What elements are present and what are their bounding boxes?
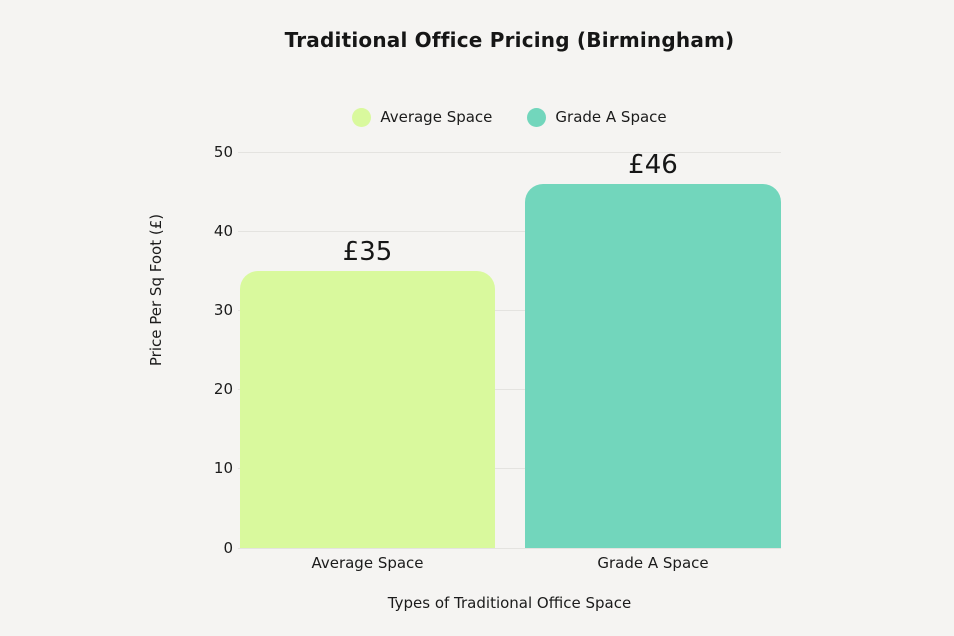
gridline — [238, 309, 781, 311]
legend-item-label: Grade A Space — [555, 108, 667, 126]
gridline — [238, 389, 781, 391]
y-tick-label: 10 — [213, 459, 233, 478]
gridline — [238, 230, 781, 232]
gridline — [238, 468, 781, 470]
legend-item-average-space: Average Space — [352, 107, 493, 127]
gridline — [238, 547, 781, 549]
y-tick-label: 40 — [213, 221, 233, 240]
gridline — [238, 151, 781, 153]
bar-grade-a-space — [525, 184, 781, 548]
x-axis-title: Types of Traditional Office Space — [387, 594, 632, 612]
legend-swatch-icon — [527, 107, 547, 127]
legend-swatch-icon — [352, 107, 372, 127]
legend-item-grade-a-space: Grade A Space — [527, 107, 667, 127]
y-tick-label: 30 — [213, 300, 233, 319]
plot-area: £35 £46 — [238, 150, 781, 549]
bar-average-space — [240, 271, 495, 548]
y-tick-label: 0 — [223, 538, 233, 557]
x-tick-label: Grade A Space — [597, 554, 709, 572]
bar-value-label: £46 — [628, 150, 678, 180]
chart-title: Traditional Office Pricing (Birmingham) — [284, 28, 735, 52]
legend-item-label: Average Space — [380, 108, 493, 126]
y-tick-label: 20 — [213, 380, 233, 399]
y-tick-label: 50 — [213, 142, 233, 161]
bar-value-label: £35 — [342, 237, 393, 267]
x-tick-label: Average Space — [311, 554, 424, 572]
legend: Average Space Grade A Space — [238, 105, 781, 129]
